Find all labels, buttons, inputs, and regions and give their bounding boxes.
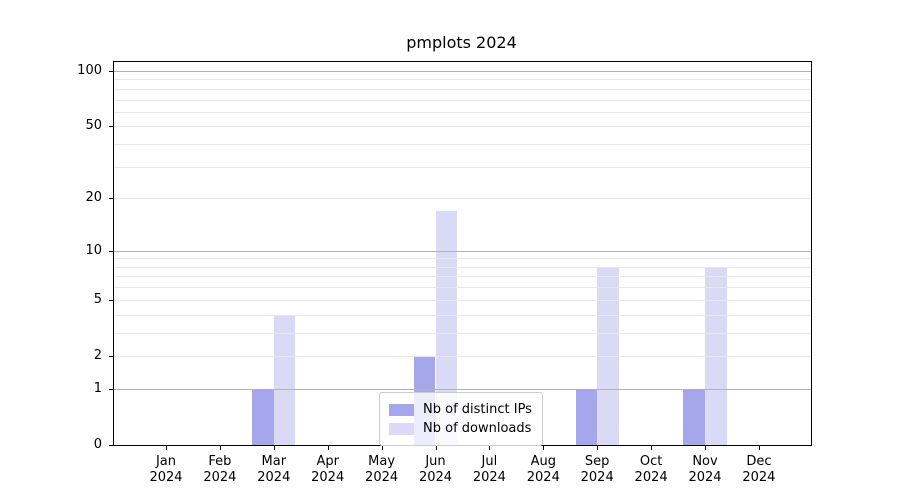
minor-gridline-30 [114, 166, 811, 168]
bar-downloads-jun [435, 210, 458, 445]
minor-gridline-5 [114, 299, 811, 301]
y-tick-2 [109, 355, 114, 357]
x-tick-label-feb: Feb 2024 [203, 454, 237, 485]
bar-downloads-nov [705, 266, 727, 445]
bar-distinct-ips-sep [575, 388, 598, 445]
minor-gridline-6 [114, 287, 811, 289]
minor-gridline-4 [114, 314, 811, 316]
x-tick-sep [597, 445, 599, 450]
minor-gridline-9 [114, 258, 811, 260]
bar-downloads-mar [273, 314, 296, 445]
legend-item-downloads: Nb of downloads [389, 420, 533, 437]
minor-gridline-3 [114, 332, 811, 334]
legend: Nb of distinct IPs Nb of downloads [379, 392, 543, 446]
bar-distinct-ips-mar [252, 388, 274, 445]
bar-downloads-sep [597, 266, 619, 445]
bar-distinct-ips-nov [683, 388, 705, 445]
minor-gridline-50 [114, 126, 811, 128]
major-gridline-100 [114, 71, 811, 72]
x-tick-oct [651, 445, 653, 450]
y-tick-0 [109, 445, 114, 446]
x-tick-dec [758, 445, 760, 450]
y-tick-label-0: 0 [93, 437, 102, 452]
x-tick-nov [705, 445, 706, 450]
legend-label-distinct-ips: Nb of distinct IPs [423, 402, 532, 417]
y-tick-label-5: 5 [93, 291, 102, 307]
plot-area: 0 1 2 5 10 20 50 100 Jan 2024 Feb 2024 Mar 2024 Apr 202… [77, 61, 812, 485]
minor-gridline-70 [114, 99, 811, 101]
x-tick-jul [489, 445, 491, 450]
y-tick-label-20: 20 [85, 190, 102, 206]
minor-gridline-80 [114, 88, 811, 90]
legend-swatch-downloads [389, 422, 414, 435]
y-tick-label-1: 1 [93, 380, 102, 396]
x-tick-label-dec: Dec 2024 [742, 454, 776, 485]
legend-label-downloads: Nb of downloads [423, 421, 532, 436]
y-tick-label-10: 10 [85, 242, 102, 258]
minor-gridline-60 [114, 111, 811, 113]
x-tick-may [381, 445, 383, 450]
minor-gridline-8 [114, 266, 811, 268]
y-tick-20 [109, 198, 114, 200]
y-tick-label-2: 2 [93, 347, 102, 363]
x-tick-mar [273, 445, 275, 450]
x-tick-label-nov: Nov 2024 [688, 454, 722, 485]
y-tick-1 [109, 388, 114, 390]
minor-gridline-40 [114, 144, 811, 146]
chart-title: pmplots 2024 [406, 33, 517, 52]
x-tick-label-may: May 2024 [365, 454, 399, 485]
x-tick-label-apr: Apr 2024 [311, 454, 345, 485]
minor-gridline-20 [114, 198, 811, 200]
x-tick-label-aug: Aug 2024 [526, 454, 560, 485]
legend-swatch-distinct-ips [389, 403, 414, 416]
x-tick-label-jan: Jan 2024 [149, 454, 183, 485]
y-tick-50 [109, 126, 114, 128]
x-tick-label-mar: Mar 2024 [257, 454, 291, 485]
legend-item-distinct-ips: Nb of distinct IPs [389, 401, 533, 418]
x-tick-jan [166, 445, 167, 450]
y-tick-5 [109, 299, 114, 301]
major-gridline-1 [114, 388, 811, 390]
x-tick-jun [435, 445, 437, 450]
y-tick-label-100: 100 [77, 63, 102, 78]
y-tick-100 [109, 71, 114, 72]
y-tick-label-50: 50 [85, 118, 102, 134]
minor-gridline-90 [114, 79, 811, 81]
minor-gridline-7 [114, 276, 811, 278]
x-tick-label-jul: Jul 2024 [472, 454, 506, 485]
x-tick-label-jun: Jun 2024 [418, 454, 453, 485]
x-tick-label-oct: Oct 2024 [634, 454, 668, 485]
y-tick-10 [109, 250, 114, 252]
minor-gridline-2 [114, 355, 811, 357]
x-tick-label-sep: Sep 2024 [580, 454, 614, 485]
x-tick-feb [219, 445, 221, 450]
x-tick-apr [327, 445, 329, 450]
x-tick-aug [543, 445, 545, 450]
major-gridline-10 [114, 250, 811, 252]
